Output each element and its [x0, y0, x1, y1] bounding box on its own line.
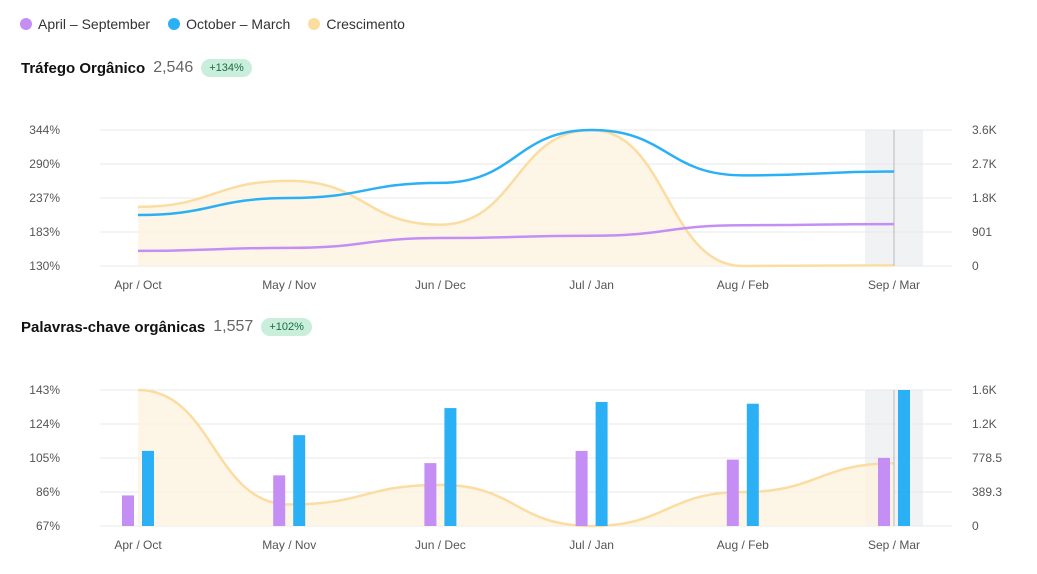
left-axis-tick-label: 124% — [29, 417, 60, 431]
keywords-chart: 143% 1.6K 124% 1.2K 105% 778.5 86% 389.3 67% 0 Apr… — [29, 383, 1002, 552]
left-axis-tick-label: 290% — [29, 157, 60, 171]
bar-april-september — [878, 457, 890, 526]
keywords-chart-header: Palavras-chave orgânicas 1,557 +102% — [21, 318, 312, 336]
x-axis-tick-label: Apr / Oct — [114, 538, 162, 552]
legend-dot-icon — [308, 18, 321, 30]
bar-april-september — [575, 450, 588, 526]
x-axis-tick-label: Sep / Mar — [868, 538, 920, 552]
traffic-growth-badge: +134% — [201, 59, 252, 77]
legend-dot-icon — [168, 18, 181, 30]
legend: April – September October – March Cresci… — [20, 16, 405, 32]
bar-october-march — [898, 390, 910, 526]
growth-line — [137, 388, 895, 528]
right-axis-tick-label: 1.6K — [972, 383, 997, 397]
right-axis-tick-label: 901 — [972, 225, 992, 239]
line-april-september — [137, 222, 895, 253]
traffic-chart-header: Tráfego Orgânico 2,546 +134% — [21, 59, 252, 77]
right-axis-tick-label: 0 — [972, 259, 979, 273]
bar-april-september — [424, 463, 437, 526]
x-axis-tick-label: Jun / Dec — [415, 278, 466, 292]
x-axis-tick-label: May / Nov — [262, 278, 316, 292]
growth-line — [137, 128, 895, 268]
bar-april-september — [273, 475, 286, 526]
bar-october-march — [444, 408, 457, 526]
left-axis-tick-label: 130% — [29, 259, 60, 273]
legend-item-crescimento[interactable]: Crescimento — [308, 16, 405, 32]
legend-item-april-september[interactable]: April – September — [20, 16, 150, 32]
keywords-chart-title: Palavras-chave orgânicas — [21, 318, 206, 336]
x-axis-tick-label: Jun / Dec — [415, 538, 466, 552]
x-axis-tick-label: May / Nov — [262, 538, 316, 552]
bar-october-march — [293, 435, 306, 526]
bar-october-march — [746, 403, 759, 526]
x-axis-tick-label: Jul / Jan — [569, 278, 614, 292]
keywords-growth-badge: +102% — [261, 318, 312, 336]
left-axis-tick-label: 86% — [36, 485, 60, 499]
left-axis-tick-label: 105% — [29, 451, 60, 465]
right-axis-tick-label: 0 — [972, 519, 979, 533]
traffic-chart-title: Tráfego Orgânico — [21, 59, 146, 77]
left-axis-tick-label: 183% — [29, 225, 60, 239]
line-october-march — [137, 128, 895, 217]
right-axis-tick-label: 389.3 — [972, 485, 1002, 499]
traffic-total: 2,546 — [153, 59, 194, 76]
left-axis-tick-label: 344% — [29, 123, 60, 137]
right-axis-tick-label: 2.7K — [972, 157, 997, 171]
bar-october-march — [595, 401, 608, 526]
left-axis-tick-label: 143% — [29, 383, 60, 397]
legend-item-october-march[interactable]: October – March — [168, 16, 290, 32]
bar-april-september — [122, 495, 134, 526]
right-axis-tick-label: 1.8K — [972, 191, 997, 205]
x-axis-tick-label: Apr / Oct — [114, 278, 162, 292]
right-axis-tick-label: 3.6K — [972, 123, 997, 137]
traffic-chart: 344% 3.6K 290% 2.7K 237% 1.8K 183% 901 130% 0 Apr … — [29, 123, 997, 292]
left-axis-tick-label: 67% — [36, 519, 60, 533]
bar-april-september — [726, 459, 739, 526]
legend-label: October – March — [186, 16, 291, 32]
legend-label: April – September — [38, 16, 151, 32]
legend-label: Crescimento — [326, 16, 405, 32]
right-axis-tick-label: 778.5 — [972, 451, 1002, 465]
x-axis-tick-label: Jul / Jan — [569, 538, 614, 552]
x-axis-tick-label: Sep / Mar — [868, 278, 920, 292]
bar-october-march — [142, 450, 154, 526]
legend-dot-icon — [20, 18, 32, 30]
growth-area — [138, 130, 894, 266]
left-axis-tick-label: 237% — [29, 191, 60, 205]
keywords-total: 1,557 — [213, 318, 254, 335]
right-axis-tick-label: 1.2K — [972, 417, 997, 431]
x-axis-tick-label: Aug / Feb — [717, 278, 769, 292]
growth-area — [138, 390, 894, 526]
x-axis-tick-label: Aug / Feb — [717, 538, 769, 552]
